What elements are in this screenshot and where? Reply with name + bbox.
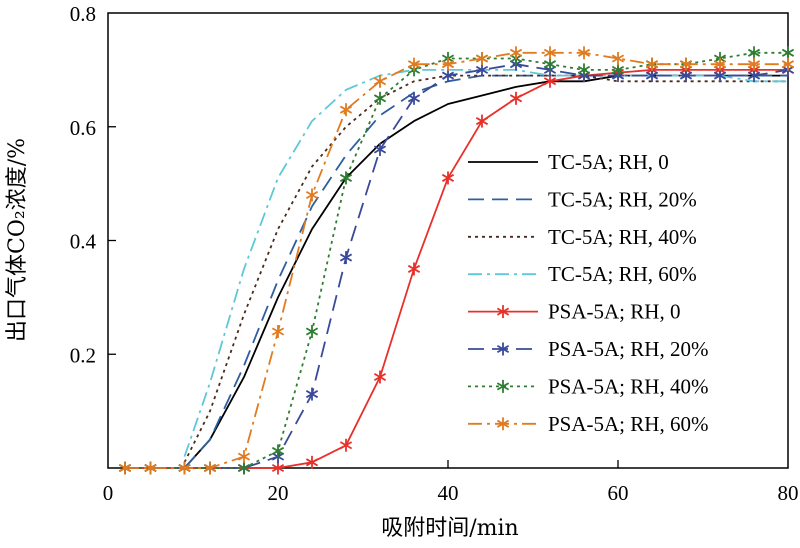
x-axis-label: 吸附时间/min: [381, 516, 518, 541]
data-point-marker: [441, 69, 455, 83]
data-point-marker: [543, 46, 557, 60]
legend-label: PSA-5A; RH, 20%: [548, 337, 708, 361]
legend-label: TC-5A; RH, 60%: [548, 262, 697, 286]
data-point-marker: [178, 461, 191, 475]
x-tick-label: 0: [103, 481, 114, 505]
data-point-marker: [118, 461, 132, 475]
data-point-marker: [271, 444, 285, 458]
data-point-marker: [407, 57, 421, 71]
data-point-marker: [781, 57, 795, 71]
series-line: [125, 51, 788, 469]
data-point-marker: [543, 57, 557, 71]
data-point-marker: [339, 103, 353, 117]
data-point-marker: [407, 91, 421, 105]
legend-label: TC-5A; RH, 20%: [548, 187, 697, 211]
data-point-marker: [271, 325, 285, 338]
data-point-marker: [339, 438, 353, 452]
data-point-marker: [144, 461, 157, 475]
legend-label: TC-5A; RH, 0: [548, 150, 669, 174]
data-point-marker: [577, 63, 591, 77]
data-point-marker: [543, 74, 557, 88]
x-tick-label: 40: [438, 481, 459, 505]
data-point-marker: [747, 46, 761, 60]
y-tick-label: 0.2: [70, 343, 96, 367]
legend-item: TC-5A; RH, 20%: [468, 187, 697, 211]
series-7: [118, 46, 795, 475]
data-point-marker: [713, 69, 727, 83]
data-point-marker: [781, 46, 795, 60]
series-line: [183, 69, 788, 457]
legend-label: PSA-5A; RH, 0: [548, 300, 680, 324]
y-tick-label: 0.6: [70, 116, 96, 140]
data-point-marker: [747, 69, 761, 83]
data-point-marker: [747, 57, 761, 71]
data-point-marker: [679, 57, 693, 71]
series-line: [183, 74, 788, 469]
data-point-marker: [339, 171, 353, 185]
data-point-marker: [509, 91, 523, 105]
data-point-marker: [611, 63, 625, 77]
series-line: [183, 74, 788, 463]
legend-label: PSA-5A; RH, 40%: [548, 374, 708, 398]
data-point-marker: [441, 57, 455, 71]
data-point-marker: [496, 305, 510, 319]
series-2: [183, 74, 788, 469]
legend-item: PSA-5A; RH, 0: [468, 300, 680, 324]
legend-item: TC-5A; RH, 60%: [468, 262, 697, 286]
data-point-marker: [713, 57, 727, 71]
data-point-marker: [475, 114, 489, 128]
data-point-marker: [496, 417, 510, 431]
data-point-marker: [496, 342, 510, 356]
data-point-marker: [611, 52, 625, 65]
data-point-marker: [237, 450, 251, 464]
legend-item: TC-5A; RH, 0: [468, 150, 669, 174]
series-8: [118, 46, 795, 475]
series-line: [125, 51, 788, 469]
data-point-marker: [441, 171, 455, 185]
y-tick-label: 0.8: [70, 2, 96, 26]
series-line: [183, 74, 788, 469]
data-point-marker: [237, 461, 251, 475]
series-4: [183, 69, 788, 457]
legend-item: PSA-5A; RH, 20%: [468, 337, 708, 361]
legend-item: TC-5A; RH, 40%: [468, 225, 697, 249]
data-point-marker: [496, 379, 510, 393]
data-point-marker: [475, 63, 489, 77]
data-point-marker: [305, 387, 319, 401]
data-point-marker: [475, 52, 489, 65]
data-point-marker: [645, 69, 659, 83]
y-axis-label: 出口气体CO₂浓度/%: [5, 138, 30, 342]
data-point-marker: [305, 188, 319, 202]
data-point-marker: [373, 143, 387, 156]
data-point-marker: [509, 46, 523, 60]
data-point-marker: [271, 461, 285, 475]
y-tick-label: 0.4: [70, 230, 97, 254]
data-point-marker: [305, 325, 319, 338]
legend-label: PSA-5A; RH, 60%: [548, 412, 708, 436]
data-point-marker: [373, 370, 387, 384]
series-1: [183, 74, 788, 469]
data-point-marker: [373, 91, 387, 105]
legend-item: PSA-5A; RH, 60%: [468, 412, 708, 436]
data-point-marker: [339, 251, 353, 265]
x-tick-label: 20: [268, 481, 289, 505]
data-point-marker: [305, 455, 319, 469]
x-tick-label: 80: [778, 481, 799, 505]
legend-item: PSA-5A; RH, 40%: [468, 374, 708, 398]
data-point-marker: [577, 46, 591, 60]
data-point-marker: [679, 69, 693, 83]
series-3: [183, 74, 788, 463]
data-point-marker: [407, 262, 421, 276]
x-tick-label: 60: [608, 481, 629, 505]
data-point-marker: [645, 57, 659, 71]
data-point-marker: [203, 461, 217, 475]
legend-label: TC-5A; RH, 40%: [548, 225, 697, 249]
data-point-marker: [373, 74, 387, 88]
